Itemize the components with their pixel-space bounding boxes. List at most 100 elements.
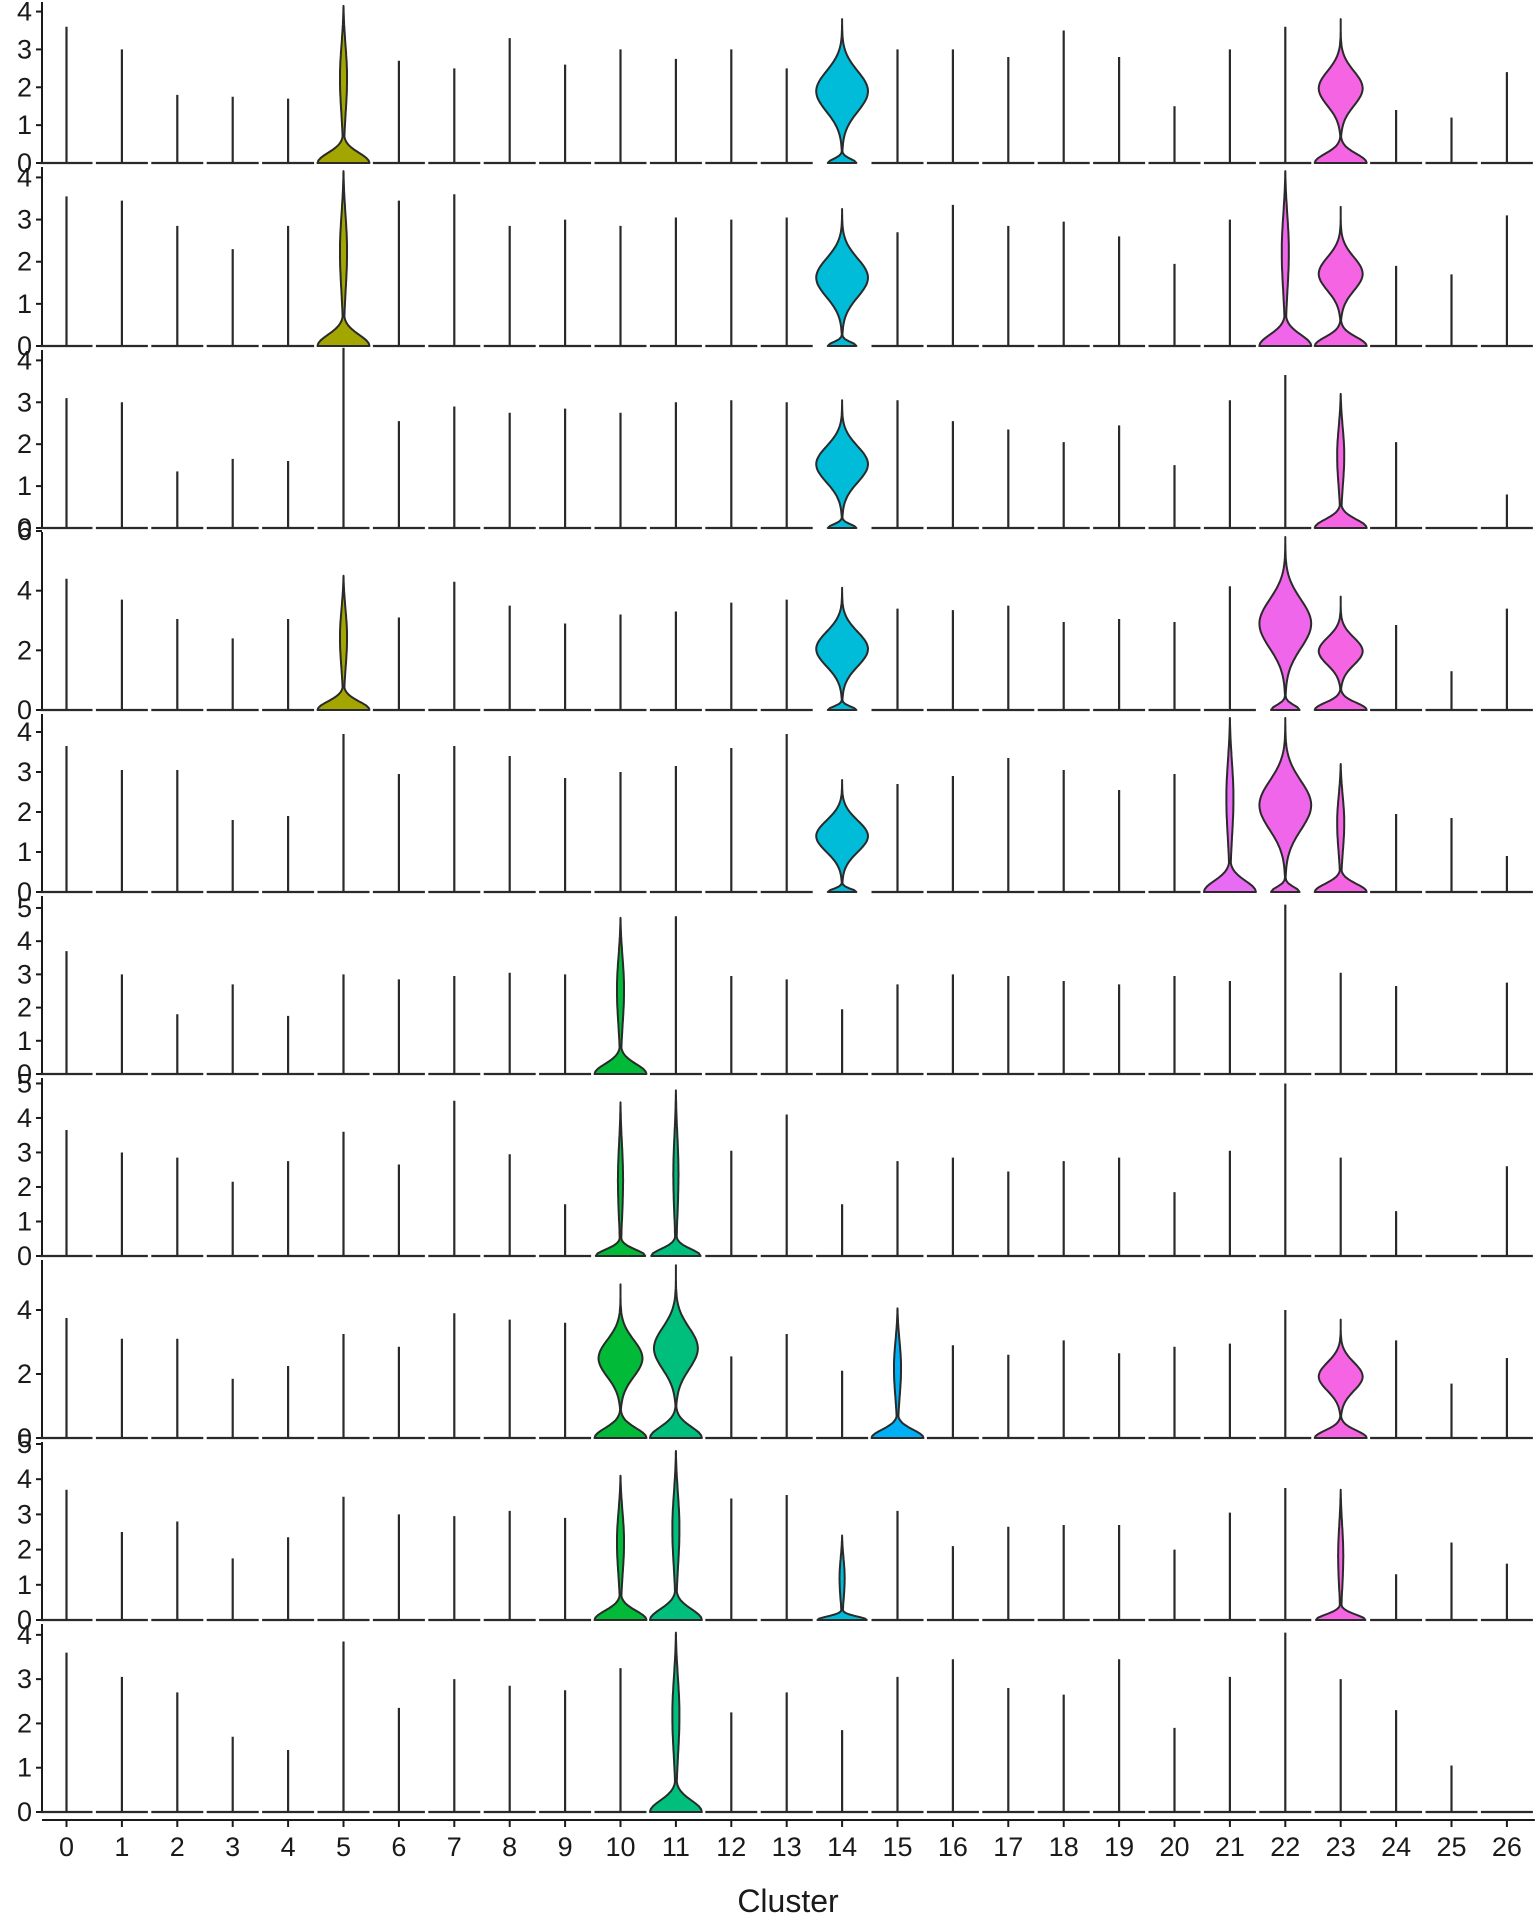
y-tick-label-panel-2: 2 — [17, 429, 32, 459]
y-tick-label-panel-8: 1 — [17, 1570, 32, 1600]
x-tick-label-20: 20 — [1159, 1832, 1189, 1862]
x-tick-label-5: 5 — [336, 1832, 351, 1862]
y-tick-label-panel-1: 0 — [17, 331, 32, 361]
violin-cluster-10-panel-6 — [594, 1101, 647, 1257]
y-tick-label-panel-6: 4 — [17, 1103, 32, 1133]
y-tick-label-panel-2: 3 — [17, 387, 32, 417]
y-tick-label-panel-2: 4 — [17, 345, 32, 375]
y-tick-label-panel-5: 2 — [17, 993, 32, 1023]
x-tick-label-18: 18 — [1049, 1832, 1079, 1862]
violin-cluster-14-panel-4 — [815, 779, 869, 893]
x-tick-label-10: 10 — [605, 1832, 635, 1862]
y-tick-label-panel-0: 0 — [17, 148, 32, 178]
y-tick-label-panel-8: 3 — [17, 1499, 32, 1529]
y-tick-label-panel-7: 0 — [17, 1423, 32, 1453]
violin-cluster-11-panel-8 — [648, 1450, 703, 1621]
x-tick-label-19: 19 — [1104, 1832, 1134, 1862]
violin-cluster-21-panel-4 — [1202, 717, 1257, 893]
y-tick-label-panel-6: 2 — [17, 1172, 32, 1202]
x-tick-label-17: 17 — [993, 1832, 1023, 1862]
y-tick-label-panel-0: 3 — [17, 34, 32, 64]
x-tick-label-9: 9 — [558, 1832, 573, 1862]
violin-cluster-5-panel-3 — [316, 574, 371, 711]
violin-cluster-11-panel-6 — [650, 1089, 702, 1257]
y-tick-label-panel-0: 4 — [17, 0, 32, 27]
y-tick-label-panel-3: 4 — [17, 576, 32, 606]
y-tick-label-panel-0: 2 — [17, 72, 32, 102]
x-tick-label-13: 13 — [772, 1832, 802, 1862]
x-tick-label-25: 25 — [1436, 1832, 1466, 1862]
x-tick-label-14: 14 — [827, 1832, 857, 1862]
y-tick-label-panel-8: 4 — [17, 1464, 32, 1494]
y-tick-label-panel-8: 0 — [17, 1605, 32, 1635]
x-tick-label-15: 15 — [882, 1832, 912, 1862]
y-tick-label-panel-7: 2 — [17, 1359, 32, 1389]
y-tick-label-panel-2: 1 — [17, 471, 32, 501]
x-tick-label-1: 1 — [114, 1832, 129, 1862]
violin-cluster-10-panel-8 — [593, 1474, 648, 1621]
y-tick-label-panel-3: 6 — [17, 516, 32, 546]
violin-cluster-14-panel-2 — [815, 399, 869, 529]
y-tick-label-panel-4: 3 — [17, 757, 32, 787]
violin-cluster-10-panel-7 — [593, 1283, 648, 1439]
y-tick-label-panel-8: 2 — [17, 1535, 32, 1565]
violin-cluster-23-panel-1 — [1313, 205, 1368, 347]
y-tick-label-panel-4: 4 — [17, 717, 32, 747]
violin-cluster-14-panel-8 — [816, 1534, 868, 1621]
y-tick-label-panel-7: 4 — [17, 1295, 32, 1325]
y-tick-label-panel-9: 2 — [17, 1708, 32, 1738]
violin-cluster-23-panel-0 — [1313, 18, 1368, 164]
violin-cluster-22-panel-4 — [1258, 717, 1313, 893]
y-tick-label-panel-9: 1 — [17, 1753, 32, 1783]
y-tick-label-panel-9: 4 — [17, 1620, 32, 1650]
y-tick-label-panel-6: 5 — [17, 1068, 32, 1098]
y-tick-label-panel-9: 3 — [17, 1664, 32, 1694]
x-tick-label-21: 21 — [1215, 1832, 1245, 1862]
violin-cluster-11-panel-7 — [648, 1264, 703, 1439]
x-tick-label-2: 2 — [170, 1832, 185, 1862]
x-tick-label-16: 16 — [938, 1832, 968, 1862]
violin-cluster-23-panel-8 — [1315, 1488, 1367, 1621]
violin-cluster-23-panel-7 — [1313, 1318, 1368, 1439]
violin-cluster-14-panel-3 — [815, 586, 869, 711]
y-tick-label-panel-5: 0 — [17, 1059, 32, 1089]
violin-cluster-5-panel-0 — [316, 4, 371, 164]
y-tick-label-panel-4: 1 — [17, 837, 32, 867]
x-tick-label-7: 7 — [447, 1832, 462, 1862]
x-tick-label-4: 4 — [281, 1832, 296, 1862]
x-tick-label-3: 3 — [225, 1832, 240, 1862]
y-tick-label-panel-0: 1 — [17, 110, 32, 140]
violin-cluster-5-panel-1 — [316, 170, 371, 347]
violin-cluster-14-panel-1 — [815, 208, 869, 347]
y-tick-label-panel-5: 5 — [17, 893, 32, 923]
violin-cluster-22-panel-3 — [1258, 536, 1313, 711]
x-tick-label-26: 26 — [1492, 1832, 1522, 1862]
violin-cluster-11-panel-9 — [648, 1631, 703, 1813]
y-tick-label-panel-4: 2 — [17, 797, 32, 827]
violin-cluster-23-panel-4 — [1313, 763, 1368, 893]
x-tick-label-6: 6 — [391, 1832, 406, 1862]
y-tick-label-panel-1: 2 — [17, 247, 32, 277]
y-tick-label-panel-6: 0 — [17, 1241, 32, 1271]
x-axis-title: Cluster — [737, 1883, 839, 1919]
violin-cluster-23-panel-3 — [1313, 595, 1368, 711]
y-tick-label-panel-1: 3 — [17, 205, 32, 235]
violin-cluster-10-panel-5 — [593, 916, 648, 1075]
y-tick-label-panel-5: 3 — [17, 959, 32, 989]
x-tick-label-22: 22 — [1270, 1832, 1300, 1862]
y-tick-label-panel-3: 0 — [17, 695, 32, 725]
x-tick-label-23: 23 — [1326, 1832, 1356, 1862]
y-tick-label-panel-5: 1 — [17, 1026, 32, 1056]
y-tick-label-panel-5: 4 — [17, 926, 32, 956]
y-tick-label-panel-3: 2 — [17, 635, 32, 665]
violin-cluster-14-panel-0 — [815, 18, 869, 164]
x-tick-label-11: 11 — [662, 1832, 690, 1862]
x-tick-label-8: 8 — [502, 1832, 517, 1862]
y-tick-label-panel-4: 0 — [17, 877, 32, 907]
y-tick-label-panel-1: 4 — [17, 162, 32, 192]
y-tick-label-panel-6: 1 — [17, 1206, 32, 1236]
x-tick-label-0: 0 — [59, 1832, 74, 1862]
violin-cluster-22-panel-1 — [1258, 170, 1313, 347]
y-tick-label-panel-6: 3 — [17, 1137, 32, 1167]
